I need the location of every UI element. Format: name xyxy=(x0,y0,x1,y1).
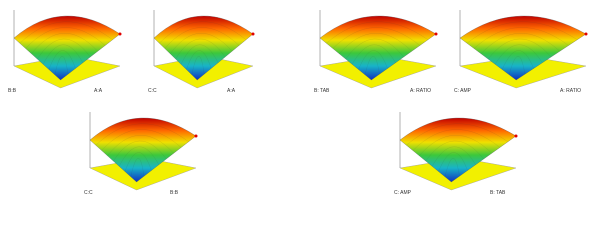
mesh-line xyxy=(487,38,552,60)
design-point xyxy=(514,134,518,138)
mesh-line xyxy=(438,152,468,172)
axis-label: B:B xyxy=(8,88,17,94)
axis-label: C: AMP xyxy=(394,190,412,196)
figure: B:B A:A C:C A:A B: TAB A: RATIO C: AMP A: RATIO… xyxy=(8,10,588,196)
mesh-line xyxy=(364,56,380,75)
mesh-line xyxy=(164,27,240,49)
mesh-line xyxy=(419,135,492,156)
mesh-line xyxy=(107,135,174,156)
mesh-line xyxy=(191,56,205,75)
axis-label: B:B xyxy=(170,190,179,196)
design-point xyxy=(434,32,438,36)
axis-label: B: TAB xyxy=(490,190,506,196)
mesh-line xyxy=(508,56,526,75)
mesh-line xyxy=(345,38,404,60)
design-point xyxy=(251,32,255,36)
mesh-line xyxy=(124,152,152,172)
mesh-line xyxy=(48,50,76,70)
axis-label: C: AMP xyxy=(454,88,472,94)
axis-label: A:A xyxy=(227,88,236,94)
design-point xyxy=(118,32,122,36)
mesh-line xyxy=(31,33,98,54)
axis-label: C:C xyxy=(84,190,93,196)
mesh-line xyxy=(54,56,69,75)
mesh-line xyxy=(358,50,388,70)
design-point xyxy=(584,32,588,36)
mesh-line xyxy=(170,33,233,54)
mesh-line xyxy=(444,158,460,177)
mesh-line xyxy=(425,140,484,162)
design-point xyxy=(194,134,198,138)
axis-label: A: RATIO xyxy=(410,88,431,94)
mesh-line xyxy=(130,158,145,177)
axis-label: C:C xyxy=(148,88,157,94)
axis-label: A:A xyxy=(94,88,103,94)
axis-label: A: RATIO xyxy=(560,88,581,94)
mesh-line xyxy=(339,33,412,54)
axis-label: B: TAB xyxy=(314,88,330,94)
mesh-line xyxy=(186,50,212,70)
mesh-line xyxy=(480,33,560,54)
mesh-line xyxy=(466,21,578,44)
